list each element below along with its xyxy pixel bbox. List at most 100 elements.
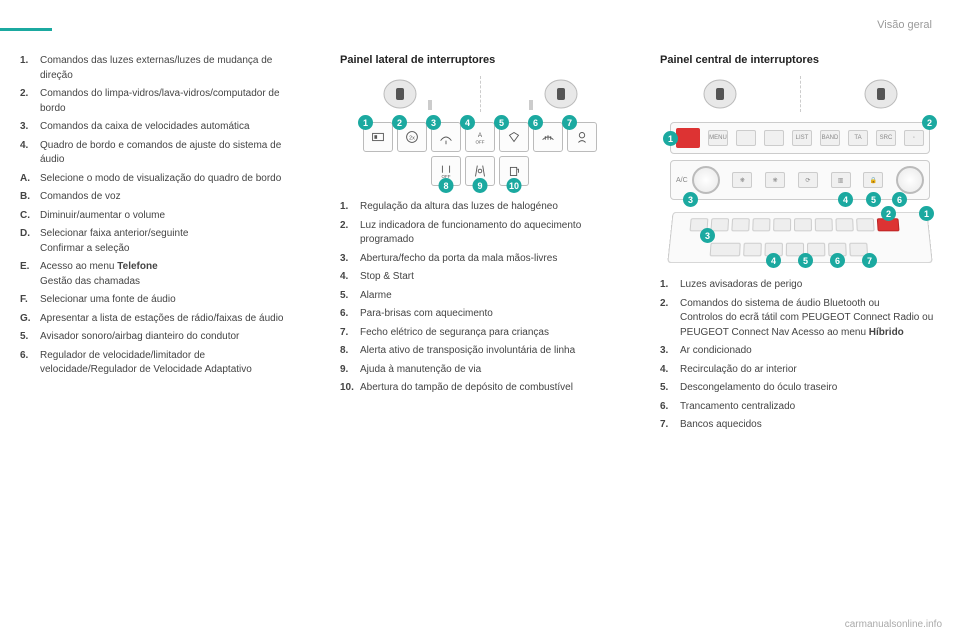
item-num: E.	[20, 260, 40, 289]
panel-btn: TA	[848, 130, 868, 146]
item-text: Luzes avisadoras de perigo	[680, 278, 940, 293]
column-middle: Painel lateral de interruptores 1 22x 3 …	[320, 54, 640, 437]
switch-8: 8OFF	[431, 156, 461, 186]
item-text: Recirculação do ar interior	[680, 363, 940, 378]
item-num: A.	[20, 172, 40, 187]
item-num: 2.	[660, 297, 680, 341]
hazard-button	[676, 128, 700, 148]
switch-1: 1	[363, 122, 393, 152]
item-num: D.	[20, 227, 40, 256]
item-text: Quadro de bordo e comandos de ajuste do …	[40, 139, 300, 168]
panel-btn: LIST	[792, 130, 812, 146]
item-text: Stop & Start	[360, 270, 620, 285]
climate-panel: 3 4 5 6 A/C ❋ ❋ ⟳ ▥ 🔒	[670, 160, 930, 200]
item-num: C.	[20, 209, 40, 224]
item-text: Comandos da caixa de velocidades automát…	[40, 120, 300, 135]
column-left: 1.Comandos das luzes externas/luzes de m…	[0, 54, 320, 437]
item-text: Comandos do sistema de áudio Bluetooth o…	[680, 297, 940, 341]
item-text: Descongelamento do óculo traseiro	[680, 381, 940, 396]
item-num: 1.	[660, 278, 680, 293]
item-num: 7.	[660, 418, 680, 433]
item-text: Abertura do tampão de depósito de combus…	[360, 381, 620, 396]
item-text: Selecionar uma fonte de áudio	[40, 293, 300, 308]
lateral-diagram: 1 22x 3 4AOFF 5 6 7 8OFF 9 10	[350, 76, 610, 186]
item-text: Abertura/fecho da porta da mala mãos-liv…	[360, 252, 620, 267]
svg-text:2x: 2x	[409, 136, 415, 142]
column-right: Painel central de interruptores 1 2 MENU…	[640, 54, 960, 437]
steering-wheel-icon	[517, 76, 581, 112]
audio-panel: 1 2 MENU LIST BAND TA SRC ◦	[670, 122, 930, 154]
panel-btn	[736, 130, 756, 146]
slant-btn	[856, 218, 875, 231]
slant-btn	[752, 218, 770, 231]
item-num: 6.	[20, 349, 40, 378]
item-text: Ar condicionado	[680, 344, 940, 359]
switch-3: 3	[431, 122, 461, 152]
climate-btn: 🔒	[863, 172, 883, 188]
slant-btn	[743, 243, 762, 257]
item-text: Diminuir/aumentar o volume	[40, 209, 300, 224]
svg-text:A: A	[478, 132, 483, 139]
item-text: Selecionar faixa anterior/seguinteConfir…	[40, 227, 300, 256]
item-num: 7.	[340, 326, 360, 341]
item-text: Regulação da altura das luzes de halogén…	[360, 200, 620, 215]
climate-btn: ❋	[765, 172, 785, 188]
climate-btn: ⟳	[798, 172, 818, 188]
switch-6: 6	[533, 122, 563, 152]
item-num: 6.	[340, 307, 360, 322]
item-text: Comandos do limpa-vidros/lava-vidros/com…	[40, 87, 300, 116]
switch-4: 4AOFF	[465, 122, 495, 152]
switch-2: 22x	[397, 122, 427, 152]
item-text: Para-brisas com aquecimento	[360, 307, 620, 322]
temp-knob	[896, 166, 924, 194]
item-num: B.	[20, 190, 40, 205]
panel-btn	[764, 130, 784, 146]
item-num: F.	[20, 293, 40, 308]
item-num: G.	[20, 312, 40, 327]
item-text: Fecho elétrico de segurança para criança…	[360, 326, 620, 341]
slant-btn	[710, 218, 729, 231]
slant-btn	[835, 218, 853, 231]
steering-wheel-icon	[837, 76, 901, 112]
item-text: Trancamento centralizado	[680, 400, 940, 415]
watermark: carmanualsonline.info	[845, 619, 942, 630]
item-num: 10.	[340, 381, 360, 396]
switch-9: 9	[465, 156, 495, 186]
slant-btn	[794, 218, 812, 231]
item-num: 3.	[660, 344, 680, 359]
item-text: Bancos aquecidos	[680, 418, 940, 433]
ac-knob	[692, 166, 720, 194]
item-num: 6.	[660, 400, 680, 415]
item-num: 3.	[340, 252, 360, 267]
item-num: 5.	[340, 289, 360, 304]
item-num: 9.	[340, 363, 360, 378]
climate-btn: ▥	[831, 172, 851, 188]
item-num: 1.	[20, 54, 40, 83]
item-text: Avisador sonoro/airbag dianteiro do cond…	[40, 330, 300, 345]
panel-btn: BAND	[820, 130, 840, 146]
item-text: Regulador de velocidade/limitador de vel…	[40, 349, 300, 378]
steering-wheel-icon	[700, 76, 764, 112]
steering-wheel-icon	[380, 76, 444, 112]
item-num: 8.	[340, 344, 360, 359]
item-text: Luz indicadora de funcionamento do aquec…	[360, 219, 620, 248]
item-text: Alerta ativo de transposição involuntári…	[360, 344, 620, 359]
section-title-central: Painel central de interruptores	[660, 54, 940, 66]
item-num: 5.	[20, 330, 40, 345]
menu-btn: MENU	[708, 130, 728, 146]
item-text: Selecione o modo de visualização do quad…	[40, 172, 300, 187]
central-diagram: 1 2 MENU LIST BAND TA SRC ◦ 3 4 5	[670, 76, 930, 264]
item-text: Apresentar a lista de estações de rádio/…	[40, 312, 300, 327]
content-columns: 1.Comandos das luzes externas/luzes de m…	[0, 54, 960, 437]
slant-btn	[710, 243, 741, 257]
svg-text:OFF: OFF	[476, 139, 485, 144]
switch-7: 7	[567, 122, 597, 152]
item-num: 4.	[660, 363, 680, 378]
item-num: 3.	[20, 120, 40, 135]
item-text: Comandos de voz	[40, 190, 300, 205]
item-num: 2.	[340, 219, 360, 248]
slant-btn	[731, 218, 749, 231]
slant-btn	[815, 218, 833, 231]
divider	[800, 76, 801, 112]
item-text: Ajuda à manutenção de via	[360, 363, 620, 378]
